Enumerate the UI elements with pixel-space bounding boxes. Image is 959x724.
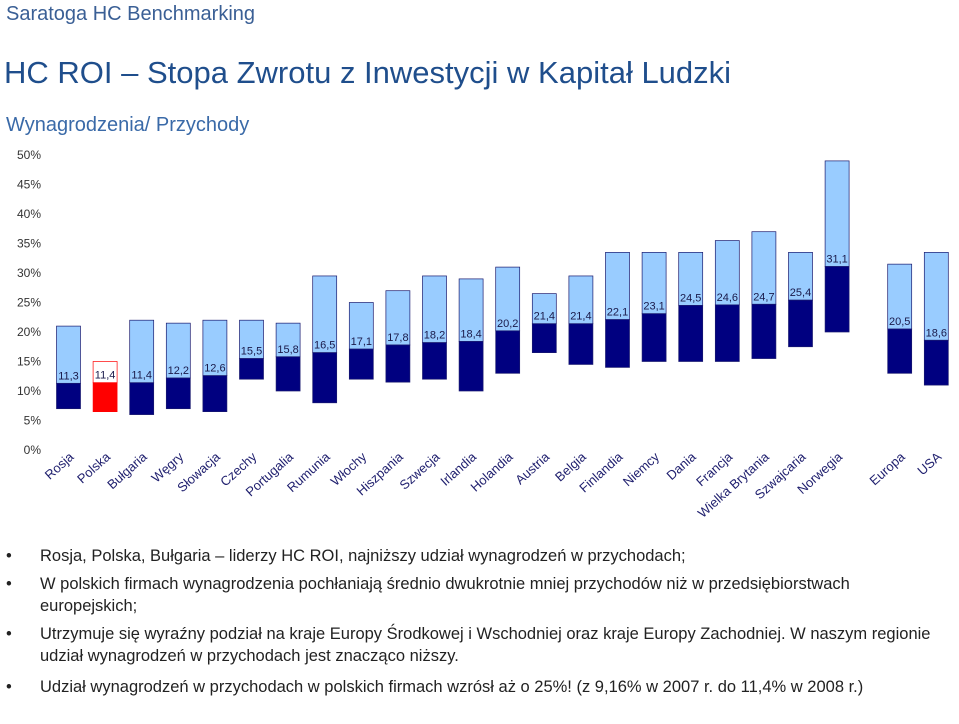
data-label: 21,4 xyxy=(534,311,555,323)
bar-upper-segment xyxy=(385,290,411,346)
bar-lower-segment xyxy=(92,382,118,413)
bar-upper-segment xyxy=(165,322,191,379)
data-label: 11,3 xyxy=(58,370,79,382)
x-tick-label: Austria xyxy=(512,449,553,488)
bar-lower-segment xyxy=(887,328,913,374)
data-label: 17,8 xyxy=(387,332,408,344)
bar-lower-segment xyxy=(824,266,850,333)
data-label: 15,5 xyxy=(241,346,262,358)
data-label: 11,4 xyxy=(95,370,116,382)
x-tick-label: Bułgaria xyxy=(104,449,150,493)
bar-lower-segment xyxy=(275,356,301,392)
bullet-item: Utrzymuje się wyraźny podział na kraje E… xyxy=(6,623,940,667)
bullet-item: Udział wynagrodzeń w przychodach w polsk… xyxy=(6,676,940,698)
y-tick-label: 45% xyxy=(17,178,41,192)
data-label: 15,8 xyxy=(277,344,298,356)
bar-upper-segment xyxy=(788,251,813,301)
y-tick-label: 35% xyxy=(17,237,41,251)
data-label: 12,6 xyxy=(204,363,225,375)
bar-upper-segment xyxy=(678,251,704,306)
data-label: 18,6 xyxy=(926,327,947,339)
bar-upper-segment xyxy=(348,302,374,350)
x-tick-label: Europa xyxy=(867,449,909,489)
data-label: 18,2 xyxy=(424,330,445,342)
bar-upper-segment xyxy=(751,231,777,305)
bar-lower-segment xyxy=(751,303,777,359)
bar-upper-segment xyxy=(312,275,338,353)
bar-lower-segment xyxy=(641,313,667,362)
bar-upper-segment xyxy=(129,319,155,384)
benchmark-chart: 0% 5% 10% 15% 20% 25% 30% 35% 40% 45% 50% 11,3 Rosja… xyxy=(17,148,949,521)
bar-lower-segment xyxy=(531,323,557,354)
bar-lower-segment xyxy=(348,348,374,380)
bar-upper-segment xyxy=(923,251,949,341)
bar-lower-segment xyxy=(129,382,155,415)
brand-title: Saratoga HC Benchmarking xyxy=(6,3,256,25)
data-label: 12,2 xyxy=(168,365,189,377)
data-label: 17,1 xyxy=(351,336,372,348)
bullet-item: Rosja, Polska, Bułgaria – liderzy HC ROI… xyxy=(6,545,940,567)
bar-lower-segment xyxy=(923,339,949,386)
x-tick-label: Rosja xyxy=(42,449,77,483)
bar-lower-segment xyxy=(678,305,704,362)
y-tick-label: 40% xyxy=(17,207,41,221)
data-label: 22,1 xyxy=(607,307,628,319)
bar-lower-segment xyxy=(458,341,484,392)
y-tick-label: 15% xyxy=(17,355,41,369)
bar-lower-segment xyxy=(714,304,740,362)
x-tick-label: Szwecja xyxy=(396,449,443,493)
y-tick-label: 10% xyxy=(17,384,41,398)
bar-lower-segment xyxy=(422,342,447,380)
y-tick-label: 30% xyxy=(17,266,41,280)
data-label: 31,1 xyxy=(826,254,847,266)
data-label: 18,4 xyxy=(460,328,481,340)
data-label: 11,4 xyxy=(131,370,152,382)
data-label: 20,5 xyxy=(889,316,910,328)
bar-lower-segment xyxy=(312,352,338,404)
y-tick-label: 0% xyxy=(24,443,42,457)
bar-lower-segment xyxy=(165,377,191,410)
data-label: 24,5 xyxy=(680,292,701,304)
bar-lower-segment xyxy=(495,330,521,374)
chart-subtitle: Wynagrodzenia/ Przychody xyxy=(6,114,250,136)
x-tick-label: Niemcy xyxy=(620,449,663,489)
bar-lower-segment xyxy=(568,323,594,365)
x-tick-label: USA xyxy=(914,449,944,478)
bullet-item: W polskich firmach wynagrodzenia pochłan… xyxy=(6,573,940,617)
data-label: 24,7 xyxy=(753,291,774,303)
bar-lower-segment xyxy=(56,382,81,410)
bar-upper-segment xyxy=(495,266,521,332)
bar-upper-segment xyxy=(714,240,740,306)
bar-upper-segment xyxy=(887,263,913,330)
data-label: 25,4 xyxy=(790,287,811,299)
bar-lower-segment xyxy=(202,375,228,413)
data-label: 23,1 xyxy=(643,301,664,313)
bar-upper-segment xyxy=(824,160,850,267)
y-tick-label: 25% xyxy=(17,296,41,310)
y-tick-label: 20% xyxy=(17,325,41,339)
data-label: 20,2 xyxy=(497,318,518,330)
bar-lower-segment xyxy=(239,358,264,380)
y-tick-label: 50% xyxy=(17,148,41,162)
data-label: 24,6 xyxy=(717,292,738,304)
bar-lower-segment xyxy=(385,344,411,383)
y-tick-label: 5% xyxy=(24,414,42,428)
bar-lower-segment xyxy=(788,299,813,348)
bar-upper-segment xyxy=(56,325,81,384)
page-title: HC ROI – Stopa Zwrotu z Inwestycji w Kap… xyxy=(4,55,732,90)
bar-lower-segment xyxy=(605,319,630,368)
bar-upper-segment xyxy=(605,251,630,320)
bar-upper-segment xyxy=(531,293,557,325)
data-label: 21,4 xyxy=(570,311,591,323)
data-label: 16,5 xyxy=(314,340,335,352)
